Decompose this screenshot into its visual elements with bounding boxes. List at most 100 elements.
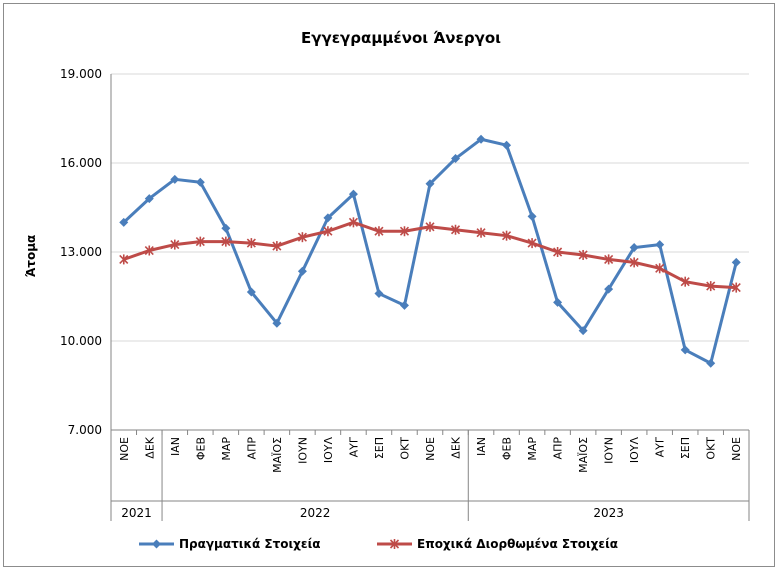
- x-tick-label: ΙΟΥΛ: [628, 437, 641, 464]
- data-point-star: [553, 247, 563, 257]
- data-point-star: [425, 221, 435, 232]
- x-tick-label: ΟΚΤ: [398, 437, 411, 460]
- year-label: 2021: [121, 506, 152, 520]
- data-point-diamond: [195, 177, 205, 187]
- x-tick-label: ΜΑΡ: [526, 437, 539, 461]
- data-point-diamond: [246, 287, 256, 297]
- data-point-star: [501, 230, 512, 241]
- x-tick-label: ΜΑΪΟΣ: [577, 437, 590, 473]
- legend-entry: Πραγματικά Στοιχεία: [139, 537, 321, 551]
- data-point-star: [655, 263, 665, 274]
- data-point-star: [706, 281, 716, 292]
- data-point-star: [323, 226, 333, 237]
- y-tick-label: 10.000: [60, 334, 102, 348]
- data-point-star: [680, 276, 690, 287]
- x-tick-label: ΙΟΥΝ: [296, 437, 309, 464]
- grid-lines: [111, 73, 749, 431]
- data-point-star: [578, 249, 588, 260]
- data-point-diamond: [578, 326, 588, 336]
- y-tick-label: 19.000: [60, 67, 102, 81]
- data-point-diamond: [476, 134, 486, 144]
- x-tick-label: ΑΠΡ: [552, 437, 565, 460]
- x-tick-label: ΝΟΕ: [424, 437, 437, 461]
- data-point-star: [527, 238, 537, 249]
- legend-label: Πραγματικά Στοιχεία: [179, 537, 321, 551]
- data-point-diamond: [323, 213, 333, 223]
- data-point-star: [297, 232, 307, 243]
- series-1: [119, 134, 741, 368]
- y-tick-label: 16.000: [60, 156, 102, 170]
- x-tick-label: ΙΟΥΝ: [603, 437, 616, 464]
- data-point-star: [272, 241, 282, 252]
- x-tick-label: ΦΕΒ: [194, 437, 207, 460]
- chart-title: Εγγεγραμμένοι Άνεργοι: [301, 29, 501, 47]
- data-point-star: [389, 539, 400, 549]
- x-tick-label: ΑΥΓ: [347, 436, 360, 457]
- x-tick-label: ΑΥΓ: [654, 436, 667, 457]
- x-tick-label: ΙΑΝ: [475, 437, 488, 456]
- data-point-star: [348, 217, 359, 228]
- data-point-star: [119, 254, 129, 265]
- data-point-diamond: [119, 217, 129, 227]
- data-point-diamond: [348, 189, 358, 199]
- legend-entry: Εποχικά Διορθωμένα Στοιχεία: [377, 537, 618, 551]
- x-tick-label: ΟΚΤ: [705, 437, 718, 460]
- data-point-diamond: [629, 243, 639, 253]
- data-point-diamond: [502, 140, 512, 150]
- data-point-diamond: [374, 289, 384, 299]
- data-point-star: [450, 224, 461, 235]
- data-point-diamond: [553, 297, 563, 307]
- data-point-star: [476, 227, 486, 238]
- legend-label: Εποχικά Διορθωμένα Στοιχεία: [417, 537, 618, 551]
- data-point-diamond: [152, 539, 161, 549]
- x-tick-label: ΜΑΡ: [220, 437, 233, 461]
- data-point-diamond: [144, 194, 154, 204]
- data-point-diamond: [731, 257, 741, 267]
- x-tick-label: ΔΕΚ: [143, 436, 156, 458]
- data-point-star: [399, 226, 410, 237]
- x-tick-label: ΙΟΥΛ: [322, 437, 335, 464]
- series-lines: [119, 134, 741, 368]
- data-point-star: [170, 239, 180, 250]
- year-label: 2023: [593, 506, 624, 520]
- data-point-star: [221, 236, 231, 247]
- x-tick-label: ΝΟΕ: [730, 437, 743, 461]
- x-tick-label: ΜΑΪΟΣ: [271, 437, 284, 473]
- series-2: [119, 217, 741, 293]
- data-point-star: [144, 245, 154, 256]
- chart-frame: Εγγεγραμμένοι Άνεργοι Άτομα 7.000 10.000 1…: [3, 3, 775, 567]
- data-point-diamond: [680, 345, 690, 355]
- data-point-diamond: [706, 358, 716, 368]
- legend: Πραγματικά Στοιχεία Εποχικά Διορθωμένα Στ…: [139, 537, 618, 551]
- x-tick-label: ΔΕΚ: [450, 436, 463, 458]
- y-tick-label: 13.000: [60, 245, 102, 259]
- data-point-star: [195, 236, 205, 247]
- y-tick-label: 7.000: [68, 423, 102, 437]
- x-tick-label: ΝΟΕ: [118, 437, 131, 461]
- data-point-diamond: [170, 174, 180, 184]
- axes: 7.000 10.000 13.000 16.000 19.000: [60, 67, 750, 521]
- data-point-star: [629, 257, 639, 268]
- data-point-diamond: [297, 266, 307, 276]
- line-chart: Εγγεγραμμένοι Άνεργοι Άτομα 7.000 10.000 1…: [24, 29, 750, 551]
- data-point-diamond: [425, 179, 435, 189]
- x-tick-label: ΙΑΝ: [169, 437, 182, 456]
- data-point-diamond: [655, 240, 665, 250]
- x-tick-label: ΑΠΡ: [245, 437, 258, 460]
- series-line: [123, 220, 737, 290]
- data-point-diamond: [221, 223, 231, 233]
- data-point-star: [374, 226, 384, 237]
- x-tick-labels: ΝΟΕ ΔΕΚ ΙΑΝ ΦΕΒ ΜΑΡ ΑΠΡ ΜΑΪΟΣ ΙΟΥΝ ΙΟΥΛ ΑΥΓ ΣΕΠ ΟΚΤ…: [118, 436, 743, 520]
- data-point-star: [604, 254, 614, 265]
- data-point-diamond: [527, 211, 537, 221]
- x-tick-label: ΣΕΠ: [679, 437, 692, 459]
- data-point-star: [246, 238, 256, 249]
- data-point-diamond: [399, 300, 409, 310]
- series-line: [122, 137, 738, 365]
- data-point-diamond: [272, 318, 282, 328]
- x-tick-label: ΦΕΒ: [501, 437, 514, 460]
- data-point-diamond: [604, 284, 614, 294]
- x-tick-label: ΣΕΠ: [373, 437, 386, 459]
- y-axis-label: Άτομα: [24, 235, 38, 278]
- year-label: 2022: [300, 506, 331, 520]
